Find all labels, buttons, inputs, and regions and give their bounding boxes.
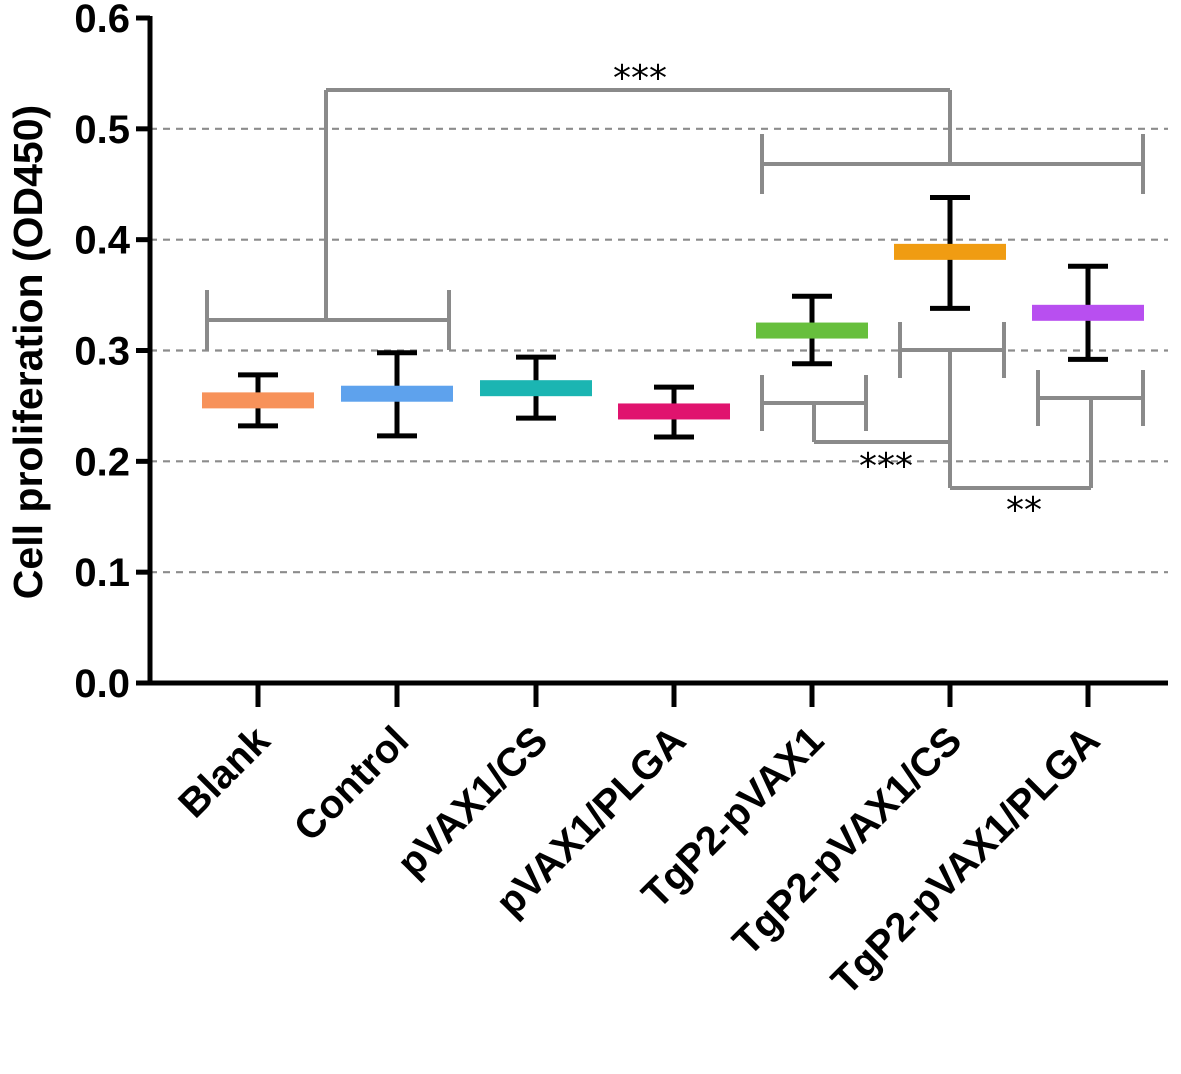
y-axis-label: Cell proliferation (OD450) xyxy=(5,105,51,599)
significance-label: *** xyxy=(613,58,667,99)
y-tick-label: 0.4 xyxy=(74,219,130,263)
mean-bar xyxy=(618,403,730,420)
mean-bar xyxy=(480,380,592,397)
x-tick-label: Control xyxy=(286,718,418,850)
x-tick-label: TgP2-pVAX1/CS xyxy=(724,718,970,964)
mean-bar xyxy=(756,322,868,339)
y-tick-label: 0.2 xyxy=(74,440,130,484)
x-tick-label: Blank xyxy=(170,718,279,827)
grid-lines xyxy=(150,127,1168,574)
y-tick-label: 0.6 xyxy=(74,0,130,41)
y-tick-label: 0.3 xyxy=(74,330,130,374)
mean-bar xyxy=(1032,304,1144,321)
mean-bar xyxy=(341,385,453,402)
x-tick-label: TgP2-pVAX1/PLGA xyxy=(823,718,1108,1003)
y-tick-label: 0.5 xyxy=(74,108,130,152)
data-series xyxy=(202,195,1144,440)
significance-brackets: ******** xyxy=(205,58,1145,531)
y-tick-label: 0.0 xyxy=(74,662,130,706)
significance-label: ** xyxy=(1006,490,1042,531)
mean-bar xyxy=(894,243,1006,260)
y-tick-label: 0.1 xyxy=(74,551,130,595)
mean-bar xyxy=(202,392,314,409)
significance-label: *** xyxy=(859,446,913,487)
